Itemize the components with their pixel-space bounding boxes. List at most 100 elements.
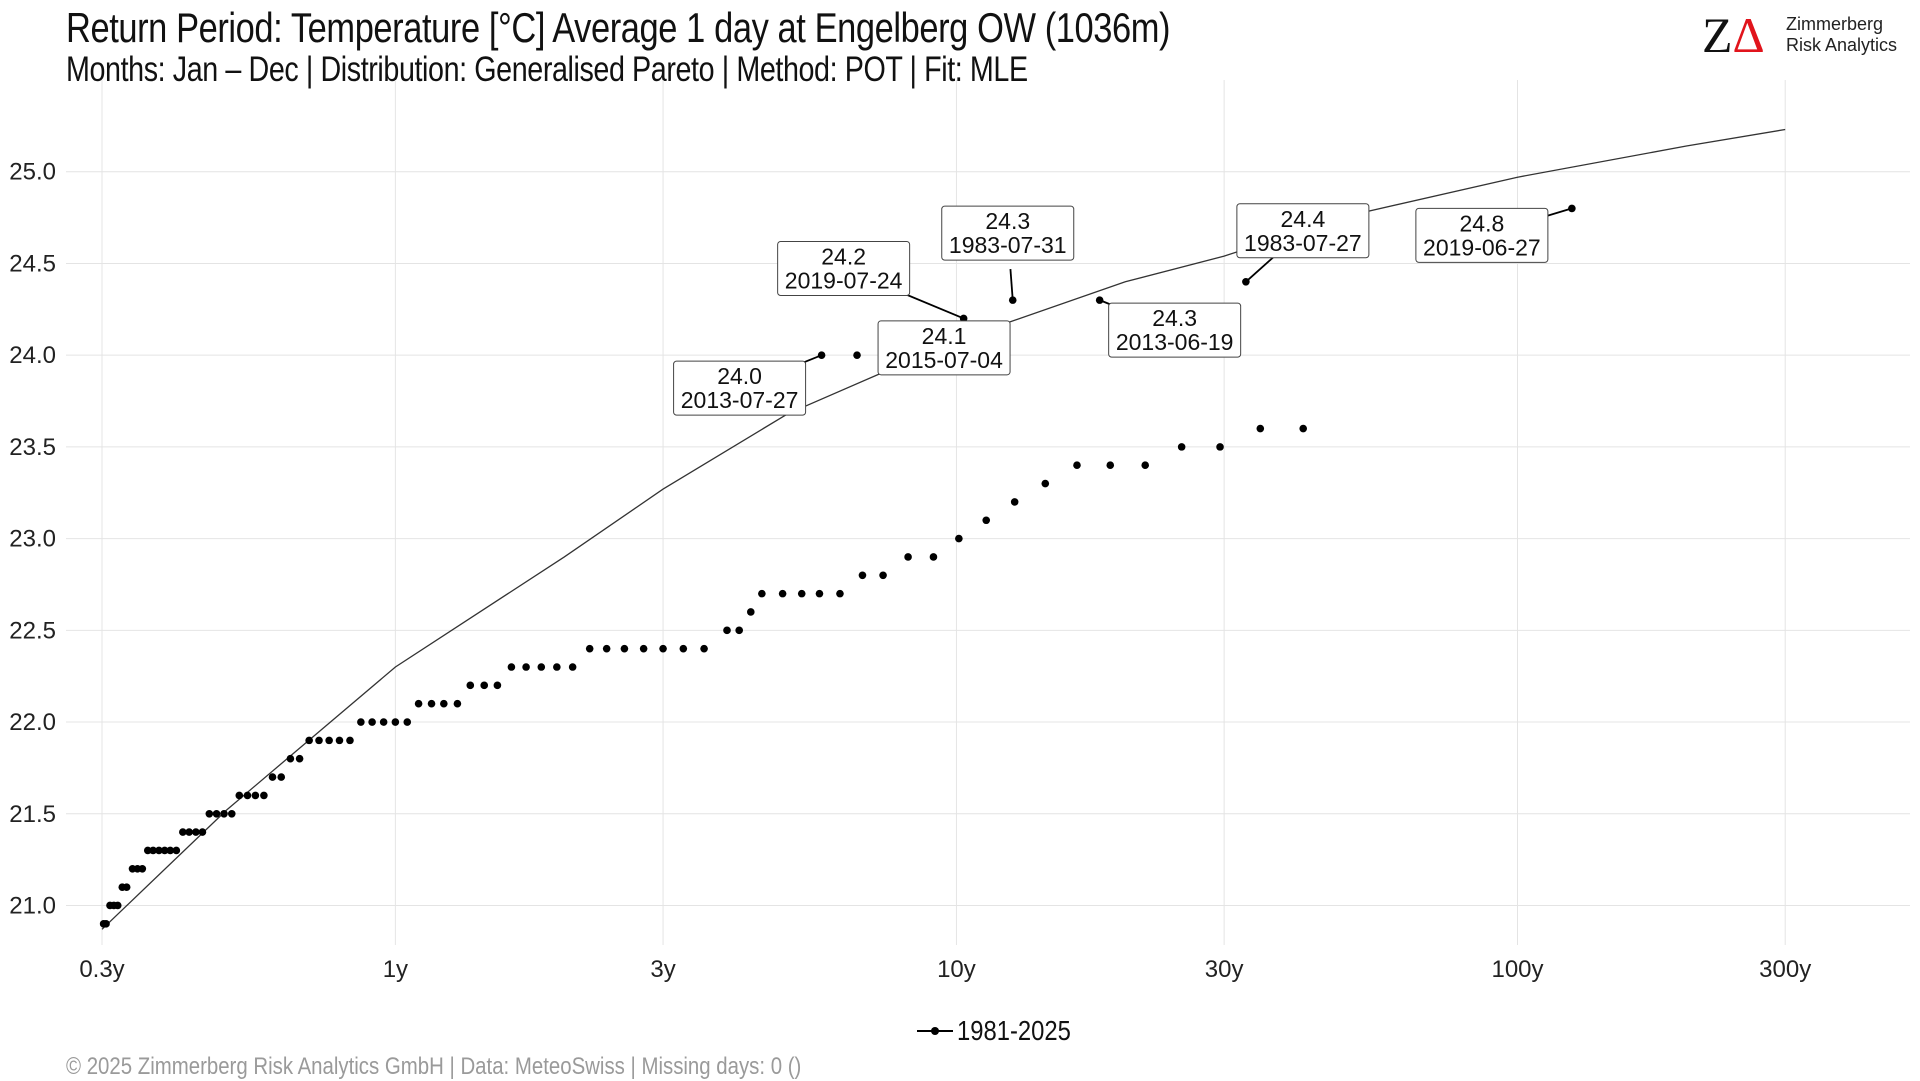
- data-point: [493, 681, 502, 690]
- annotation-box: [1236, 203, 1370, 259]
- y-tick-label: 24.0: [9, 342, 56, 369]
- data-point: [166, 846, 175, 855]
- annotation-leader-line: [1009, 268, 1014, 301]
- annotation-date: 2019-06-27: [1423, 234, 1541, 260]
- data-point: [138, 864, 147, 873]
- data-point: [368, 718, 376, 726]
- data-point: [585, 644, 594, 653]
- data-point: [1177, 443, 1186, 451]
- data-point: [325, 736, 333, 745]
- annotation-value: 24.2: [821, 243, 866, 269]
- annotation-box: [877, 320, 1011, 376]
- annotation-leader-line: [1245, 254, 1277, 283]
- annotation-value: 24.1: [922, 323, 967, 349]
- data-point: [192, 828, 200, 836]
- data-point: [453, 699, 462, 708]
- annotation-date: 2013-07-27: [681, 387, 799, 413]
- data-point: [286, 754, 295, 763]
- data-point: [602, 644, 611, 653]
- data-point: [537, 663, 546, 671]
- annotation-box: [673, 360, 807, 416]
- data-point: [143, 846, 152, 855]
- data-point: [553, 663, 561, 671]
- data-point: [305, 736, 313, 745]
- data-point: [746, 608, 755, 616]
- footer-credit: © 2025 Zimmerberg Risk Analytics GmbH | …: [66, 1053, 802, 1080]
- x-tick-label: 30y: [1205, 956, 1244, 983]
- x-tick-label: 300y: [1759, 956, 1811, 983]
- chart-title: Return Period: Temperature [°C] Average …: [66, 4, 1171, 51]
- data-point: [1216, 443, 1224, 451]
- logo-line-1: Zimmerberg: [1786, 14, 1884, 34]
- x-tick-label: 3y: [650, 956, 675, 983]
- data-point: [227, 809, 236, 818]
- data-point: [858, 571, 867, 580]
- data-point: [904, 553, 912, 561]
- data-point: [427, 699, 436, 708]
- data-point: [172, 846, 181, 855]
- y-tick-label: 22.0: [9, 709, 56, 736]
- y-tick-label: 22.5: [9, 617, 56, 644]
- data-point: [1106, 461, 1115, 470]
- data-point: [335, 736, 344, 745]
- data-point: [879, 571, 887, 580]
- data-point: [758, 589, 766, 598]
- data-point: [315, 736, 323, 745]
- logo-text: Zimmerberg Risk Analytics: [1786, 14, 1897, 56]
- data-point: [1073, 461, 1081, 470]
- data-point: [507, 663, 516, 671]
- data-point: [185, 828, 193, 836]
- data-point: [160, 846, 169, 855]
- annotation-date: 1983-07-27: [1244, 230, 1362, 256]
- data-point: [1041, 479, 1050, 488]
- data-point: [403, 718, 412, 726]
- data-point: [102, 920, 110, 928]
- data-point: [568, 663, 577, 671]
- annotation-value: 24.3: [985, 208, 1030, 234]
- data-point: [346, 736, 354, 745]
- data-point: [639, 644, 648, 653]
- data-point: [440, 699, 448, 708]
- annotation-value: 24.8: [1459, 210, 1504, 236]
- data-points-layer: [99, 204, 1576, 928]
- logo-mark: ZΔ: [1702, 10, 1765, 60]
- annotation-box: [1415, 207, 1549, 263]
- x-tick-label: 1y: [383, 956, 408, 983]
- data-point: [357, 718, 365, 726]
- data-point: [220, 809, 228, 818]
- company-logo: ZΔ Zimmerberg Risk Analytics: [1702, 10, 1912, 60]
- data-point: [1141, 461, 1150, 470]
- data-point: [778, 589, 787, 598]
- annotation-box: [1108, 302, 1242, 358]
- y-tick-label: 23.5: [9, 434, 56, 461]
- data-point: [212, 809, 221, 818]
- data-point: [391, 718, 400, 726]
- logo-mark-delta: Δ: [1732, 7, 1765, 63]
- annotation-value: 24.3: [1152, 305, 1197, 331]
- logo-line-2: Risk Analytics: [1786, 35, 1898, 55]
- data-point: [205, 809, 214, 818]
- data-point: [113, 901, 122, 910]
- data-point: [620, 644, 629, 653]
- data-point: [243, 791, 252, 800]
- data-point: [235, 791, 244, 800]
- y-tick-label: 21.5: [9, 801, 56, 828]
- data-point: [679, 644, 688, 653]
- data-point: [480, 681, 489, 690]
- data-point: [929, 553, 938, 561]
- data-point: [155, 846, 163, 855]
- data-point: [1010, 498, 1019, 506]
- data-point: [522, 663, 530, 671]
- data-point: [1299, 424, 1308, 433]
- annotation-value: 24.4: [1280, 206, 1325, 232]
- data-point: [251, 791, 260, 800]
- annotation-date: 2015-07-04: [885, 347, 1003, 373]
- data-point: [815, 589, 824, 598]
- data-point: [659, 644, 667, 653]
- data-point: [268, 773, 277, 781]
